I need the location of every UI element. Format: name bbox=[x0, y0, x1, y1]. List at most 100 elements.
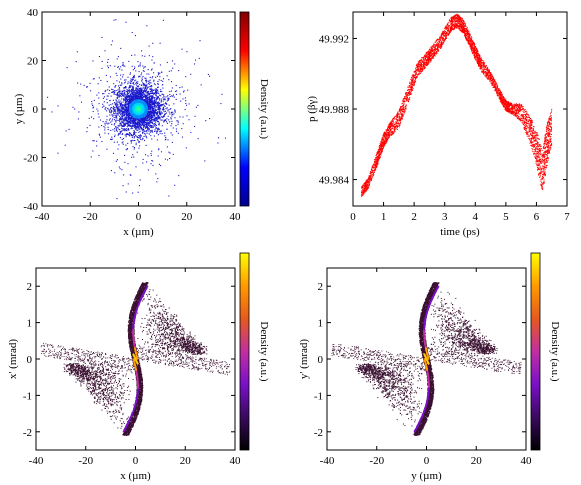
data-point bbox=[110, 44, 112, 46]
data-point bbox=[157, 96, 159, 98]
data-point bbox=[161, 105, 163, 107]
data-point bbox=[142, 132, 144, 134]
data-point bbox=[436, 47, 438, 49]
data-point bbox=[155, 116, 157, 118]
data-point bbox=[127, 122, 129, 124]
data-point bbox=[146, 91, 148, 93]
data-point bbox=[120, 78, 122, 80]
data-point bbox=[141, 91, 143, 93]
data-point bbox=[80, 101, 83, 103]
data-point bbox=[127, 76, 129, 78]
data-point bbox=[426, 62, 428, 64]
data-point bbox=[176, 90, 178, 92]
data-point bbox=[134, 93, 136, 95]
data-point bbox=[147, 118, 149, 120]
data-point bbox=[412, 85, 414, 87]
data-point bbox=[99, 119, 102, 121]
data-point bbox=[148, 103, 150, 105]
data-point bbox=[369, 182, 371, 184]
data-point bbox=[144, 91, 146, 93]
data-point bbox=[424, 54, 426, 56]
data-point bbox=[125, 87, 127, 89]
data-point bbox=[134, 34, 136, 37]
data-point bbox=[157, 115, 159, 118]
data-point bbox=[367, 187, 369, 189]
data-point bbox=[414, 80, 416, 82]
data-point bbox=[127, 123, 129, 125]
data-point bbox=[137, 126, 139, 128]
data-point bbox=[173, 113, 175, 115]
data-point bbox=[399, 122, 401, 124]
data-point bbox=[105, 107, 107, 109]
data-point bbox=[139, 127, 141, 129]
data-point bbox=[109, 114, 111, 116]
data-point bbox=[131, 96, 133, 98]
data-point bbox=[129, 73, 131, 75]
data-point bbox=[157, 134, 159, 136]
data-point bbox=[400, 116, 402, 118]
data-point bbox=[383, 143, 385, 145]
data-point bbox=[197, 138, 199, 140]
data-point bbox=[396, 114, 398, 116]
data-point bbox=[417, 69, 419, 71]
data-point bbox=[97, 110, 99, 112]
data-point bbox=[126, 133, 128, 135]
data-point bbox=[125, 149, 127, 151]
data-point bbox=[161, 103, 163, 105]
data-point bbox=[420, 69, 422, 71]
data-point bbox=[362, 194, 364, 196]
data-point bbox=[428, 50, 430, 52]
data-point bbox=[146, 116, 148, 118]
data-point bbox=[184, 97, 186, 99]
data-point bbox=[122, 110, 124, 112]
data-point bbox=[151, 104, 153, 106]
data-point bbox=[416, 65, 418, 67]
data-point bbox=[383, 134, 385, 136]
data-point bbox=[91, 103, 93, 105]
data-point bbox=[429, 61, 431, 63]
data-point bbox=[128, 134, 130, 136]
scatter-points bbox=[361, 13, 553, 198]
data-point bbox=[132, 87, 134, 89]
data-point bbox=[120, 74, 122, 76]
data-point bbox=[132, 89, 134, 91]
data-point bbox=[149, 101, 151, 104]
data-point bbox=[394, 123, 396, 125]
data-point bbox=[123, 90, 125, 92]
data-point bbox=[140, 96, 142, 98]
data-point bbox=[125, 128, 127, 131]
data-point bbox=[106, 119, 108, 121]
data-point bbox=[138, 128, 141, 130]
data-point bbox=[150, 89, 152, 91]
data-point bbox=[419, 67, 421, 69]
data-point bbox=[130, 95, 133, 97]
data-point bbox=[162, 100, 164, 102]
data-point bbox=[131, 31, 133, 34]
data-point bbox=[121, 125, 123, 127]
data-point bbox=[127, 118, 129, 120]
scatter-points bbox=[47, 19, 227, 200]
data-point bbox=[423, 65, 425, 67]
data-point bbox=[138, 91, 141, 93]
data-point bbox=[108, 122, 110, 124]
data-point bbox=[135, 83, 137, 85]
data-point bbox=[163, 94, 165, 96]
data-point bbox=[130, 123, 132, 125]
data-point bbox=[134, 94, 137, 96]
data-point bbox=[152, 108, 154, 111]
data-point bbox=[162, 19, 164, 21]
data-point bbox=[127, 96, 129, 98]
data-point bbox=[111, 136, 113, 138]
data-point bbox=[125, 128, 127, 130]
data-point bbox=[421, 60, 423, 62]
data-point bbox=[128, 95, 131, 98]
data-point bbox=[158, 149, 160, 151]
data-point bbox=[125, 102, 127, 104]
data-point bbox=[159, 76, 161, 78]
data-point bbox=[127, 101, 129, 103]
data-point bbox=[125, 129, 127, 132]
data-point bbox=[128, 110, 130, 112]
data-point bbox=[439, 39, 441, 41]
data-point bbox=[392, 125, 394, 127]
data-point bbox=[122, 128, 124, 130]
